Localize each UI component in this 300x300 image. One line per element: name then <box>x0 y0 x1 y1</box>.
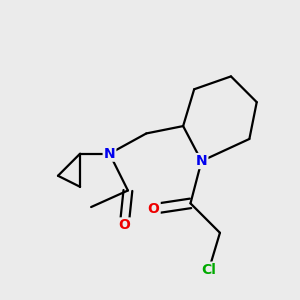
Text: Cl: Cl <box>202 262 216 277</box>
Text: N: N <box>104 147 115 161</box>
Text: N: N <box>196 154 207 168</box>
Text: O: O <box>148 202 160 216</box>
Text: O: O <box>118 218 130 233</box>
